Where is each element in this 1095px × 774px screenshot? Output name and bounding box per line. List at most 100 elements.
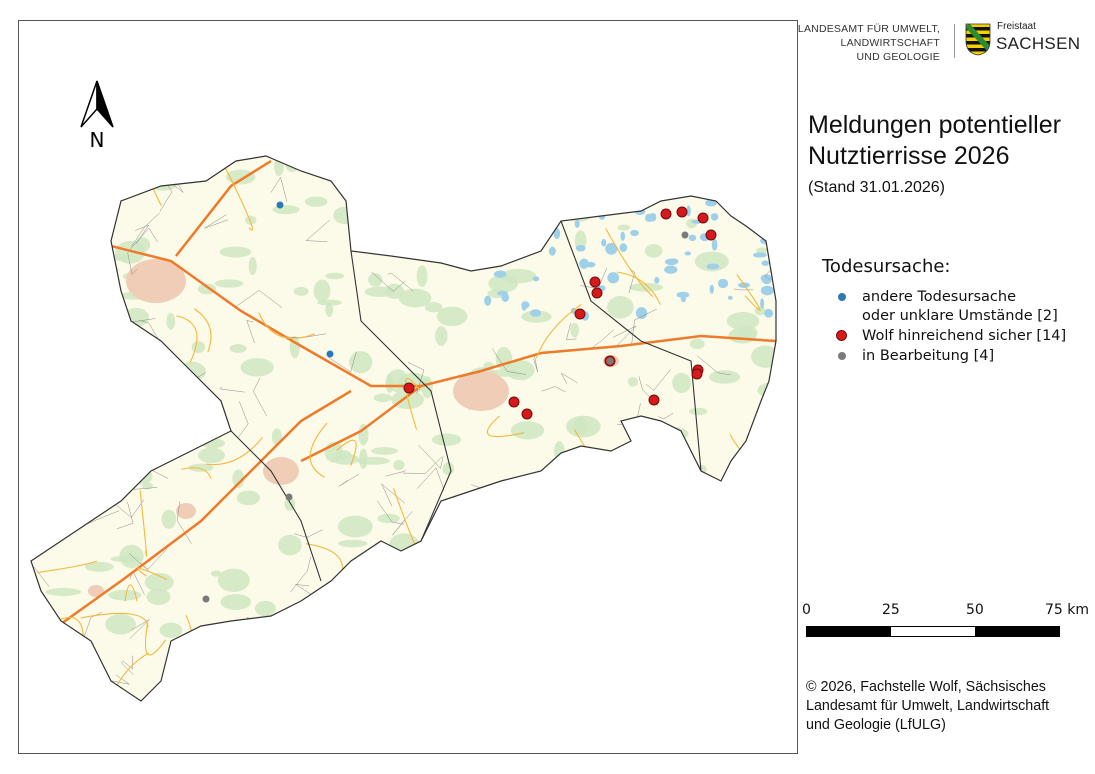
motorway xyxy=(300,385,422,463)
agency-name: LANDESAMT FÜR UMWELT, LANDWIRTSCHAFT UND… xyxy=(798,22,940,64)
water-body xyxy=(574,219,580,228)
saxony-map[interactable] xyxy=(19,21,797,753)
forest-area xyxy=(743,486,761,499)
forest-area xyxy=(553,156,566,166)
forest-area xyxy=(35,228,64,247)
forest-area xyxy=(500,268,537,284)
forest-area xyxy=(490,369,522,377)
forest-area xyxy=(343,185,379,202)
municipality-boundary xyxy=(560,613,575,631)
forest-area xyxy=(278,534,302,556)
forest-area xyxy=(358,631,379,639)
municipality-boundary xyxy=(131,176,151,193)
municipality-boundary xyxy=(110,499,145,518)
forest-area xyxy=(317,299,342,306)
title-line: Nutztierrisse 2026 xyxy=(808,142,1010,170)
municipality-boundary xyxy=(417,467,445,491)
water-body xyxy=(760,298,765,309)
scale-tick: 75 km xyxy=(1045,602,1090,618)
municipality-boundary xyxy=(74,188,113,197)
water-body xyxy=(686,205,691,217)
municipality-boundary xyxy=(716,513,731,553)
marker-other-cause xyxy=(276,201,284,209)
forest-area xyxy=(214,279,244,288)
water-body xyxy=(688,234,697,242)
legend-label: Wolf hinreichend sicher [14] xyxy=(862,328,1067,344)
forest-area xyxy=(325,302,334,317)
forest-area xyxy=(682,172,710,183)
forest-area xyxy=(663,157,673,180)
municipality-boundary xyxy=(490,218,510,234)
water-body xyxy=(579,258,589,269)
water-body xyxy=(532,276,540,282)
municipality-boundary xyxy=(533,355,538,373)
forest-area xyxy=(728,327,757,344)
municipality-boundary xyxy=(675,635,692,659)
forest-area xyxy=(442,462,455,476)
forest-area xyxy=(675,602,695,623)
road xyxy=(535,303,582,359)
forest-area xyxy=(705,592,716,607)
water-body xyxy=(494,222,501,228)
forest-area xyxy=(140,156,173,165)
forest-area xyxy=(53,373,81,391)
forest-area xyxy=(86,225,99,238)
forest-area xyxy=(418,611,450,621)
forest-area xyxy=(517,636,532,645)
municipality-boundary xyxy=(491,183,516,210)
forest-area xyxy=(379,545,396,569)
municipality-boundary xyxy=(116,502,134,529)
marker-wolf-confirmed xyxy=(589,276,601,288)
forest-area xyxy=(191,341,206,354)
water-body xyxy=(482,256,495,262)
road xyxy=(124,584,138,602)
legend: andere Todesursache oder unklare Umständ… xyxy=(836,288,1066,367)
marker-wolf-confirmed xyxy=(574,308,586,320)
municipality-boundary xyxy=(388,564,399,591)
forest-area xyxy=(622,529,634,549)
map-frame[interactable]: N xyxy=(18,20,798,754)
marker-wolf-confirmed xyxy=(676,206,688,218)
forest-area xyxy=(59,345,81,370)
forest-area xyxy=(686,670,706,694)
marker-wolf-confirmed xyxy=(691,368,703,380)
forest-area xyxy=(115,240,146,264)
water-body xyxy=(585,261,596,268)
urban-area xyxy=(88,585,104,597)
forest-area xyxy=(524,549,558,562)
municipality-boundary xyxy=(68,410,92,425)
forest-area xyxy=(333,206,358,225)
water-body xyxy=(484,295,492,306)
municipality-boundary xyxy=(381,483,406,507)
municipality-boundary xyxy=(764,252,776,280)
forest-area xyxy=(358,423,369,446)
copyright-line: Landesamt für Umwelt, Landwirtschaft xyxy=(806,698,1050,714)
forest-area xyxy=(398,654,434,661)
water-body xyxy=(668,258,679,265)
municipality-boundary xyxy=(39,323,53,347)
scale-tick: 25 xyxy=(882,602,900,618)
forest-area xyxy=(565,415,601,438)
forest-area xyxy=(614,159,636,171)
forest-area xyxy=(519,627,534,649)
municipality-boundary xyxy=(559,532,578,554)
state-border xyxy=(30,155,777,702)
municipality-boundary xyxy=(398,227,406,240)
state-label-small: Freistaat xyxy=(997,21,1036,32)
road xyxy=(676,648,733,701)
north-arrow-icon: N xyxy=(80,80,114,151)
forest-area xyxy=(643,561,672,578)
municipality-boundary xyxy=(643,457,666,497)
forest-area xyxy=(178,361,206,382)
municipality-boundary xyxy=(403,699,419,701)
forest-area xyxy=(225,169,256,185)
municipality-boundary xyxy=(133,164,158,178)
municipality-boundary xyxy=(290,556,311,593)
municipality-boundary xyxy=(551,471,576,491)
road xyxy=(205,437,263,466)
water-body xyxy=(527,219,540,224)
marker-wolf-confirmed xyxy=(705,229,717,241)
forest-area xyxy=(383,199,405,220)
forest-area xyxy=(210,570,222,577)
municipality-boundary xyxy=(762,528,775,544)
